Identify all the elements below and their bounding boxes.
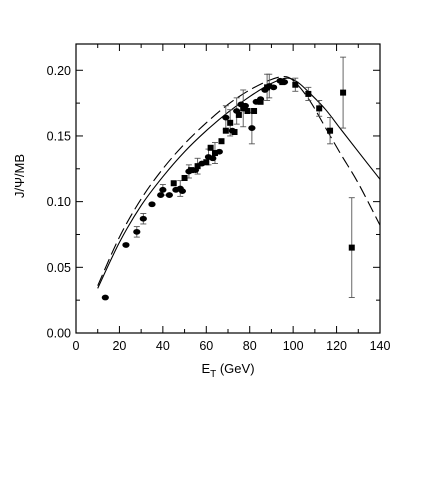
circle-data-point: [148, 201, 156, 208]
circle-data-point: [178, 188, 186, 195]
square-data-point: [264, 84, 271, 91]
x-axis-label: ET (GeV): [201, 361, 254, 380]
x-tick-label: 0: [73, 339, 80, 353]
circle-data-point: [209, 155, 217, 162]
square-data-point: [240, 105, 247, 112]
x-tick-label: 120: [326, 339, 347, 353]
square-data-point: [340, 89, 347, 96]
y-tick-label: 0.10: [47, 195, 71, 209]
circle-data-point: [165, 192, 173, 198]
square-data-point: [251, 107, 258, 114]
circle-data-point: [248, 125, 256, 131]
circle-data-point: [222, 114, 230, 121]
plot-frame: [75, 43, 381, 334]
square-data-point: [231, 129, 238, 136]
y-tick-label: 0.00: [47, 327, 71, 341]
square-data-point: [305, 90, 312, 97]
square-data-point: [188, 167, 195, 174]
circle-data-point: [270, 84, 278, 91]
circle-data-point: [133, 228, 141, 235]
circle-data-point: [157, 192, 165, 198]
square-data-point: [170, 180, 177, 187]
model-curves: [97, 76, 381, 289]
dashed-model-curve: [97, 76, 381, 286]
x-axis-label-main: E: [201, 361, 210, 376]
x-tick-label: 80: [243, 339, 257, 353]
plot-border: [75, 43, 381, 334]
x-tick-label: 40: [156, 339, 170, 353]
x-tick-label: 100: [283, 339, 304, 353]
y-axis-label: J/Ψ/MB: [12, 154, 27, 198]
x-axis-label-unit: (GeV): [216, 361, 254, 376]
error-bars: [133, 56, 355, 298]
x-tick-label: 20: [112, 339, 126, 353]
y-tick-label: 0.20: [47, 64, 71, 78]
square-data-point: [203, 159, 210, 166]
circle-data-point: [139, 215, 147, 222]
data-points: [101, 77, 355, 301]
square-data-point: [257, 98, 264, 105]
solid-model-curve: [97, 77, 381, 289]
square-data-point: [211, 150, 218, 157]
y-tick-label: 0.05: [47, 261, 71, 275]
square-data-point: [235, 111, 242, 118]
square-data-point: [222, 127, 229, 134]
square-data-point: [194, 163, 201, 170]
square-data-point: [316, 105, 323, 112]
x-tick-label: 140: [370, 339, 391, 353]
square-data-point: [207, 144, 214, 151]
square-data-point: [244, 107, 251, 114]
square-data-point: [279, 79, 286, 86]
y-axis-ticks: 0.00 0.05 0.10 0.15 0.20: [47, 64, 380, 341]
circle-data-point: [122, 242, 130, 248]
circle-data-point: [101, 294, 109, 301]
square-data-point: [181, 174, 188, 181]
square-data-point: [327, 127, 334, 134]
square-data-point: [218, 138, 225, 145]
y-tick-label: 0.15: [47, 129, 71, 143]
x-tick-label: 60: [199, 339, 213, 353]
circle-data-point: [159, 186, 167, 193]
square-data-point: [348, 244, 355, 251]
square-data-point: [227, 119, 234, 126]
square-data-point: [292, 81, 299, 88]
x-axis-ticks: 0 20 40 60 80 100 120 140: [73, 44, 391, 353]
x-axis-label-subscript: T: [210, 369, 216, 380]
